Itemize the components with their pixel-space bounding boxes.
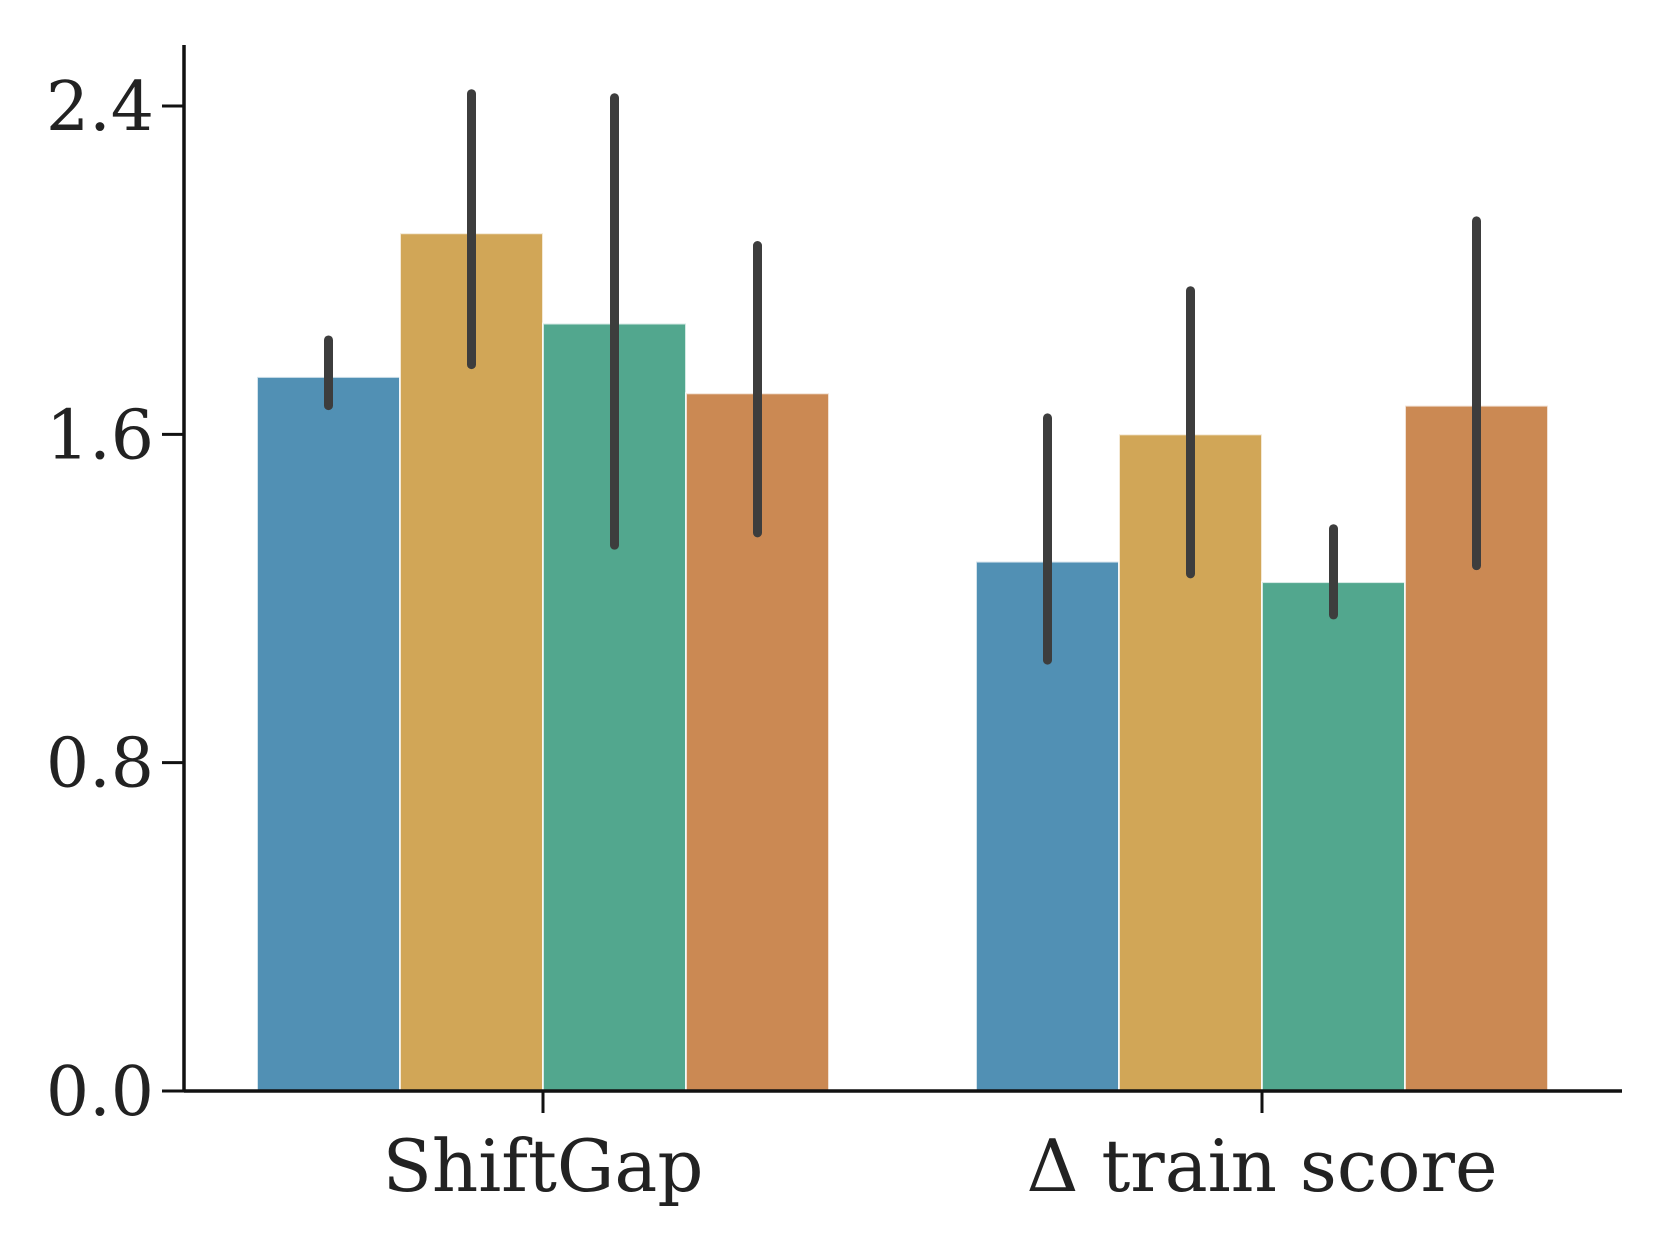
y-ticks-layer: 0.0 0.8 1.6 2.4 (46, 68, 184, 1132)
y-tick-label: 1.6 (46, 396, 154, 475)
error-bars-layer (324, 89, 1481, 665)
bar-shiftgap-series-2 (399, 232, 544, 1092)
y-tick-label: 0.0 (46, 1053, 154, 1132)
bars-layer (256, 232, 1549, 1093)
bar-shiftgap-series-1 (256, 375, 401, 1092)
y-tick-label: 0.8 (46, 725, 154, 804)
bar-delta-train-score-series-3 (1261, 581, 1406, 1092)
axes-layer (182, 45, 1622, 1093)
x-tick-label: Δ train score (1026, 1124, 1497, 1208)
y-tick-label: 2.4 (46, 68, 154, 147)
x-ticks-layer: ShiftGap Δ train score (383, 1091, 1498, 1208)
x-tick-label: ShiftGap (383, 1124, 704, 1208)
